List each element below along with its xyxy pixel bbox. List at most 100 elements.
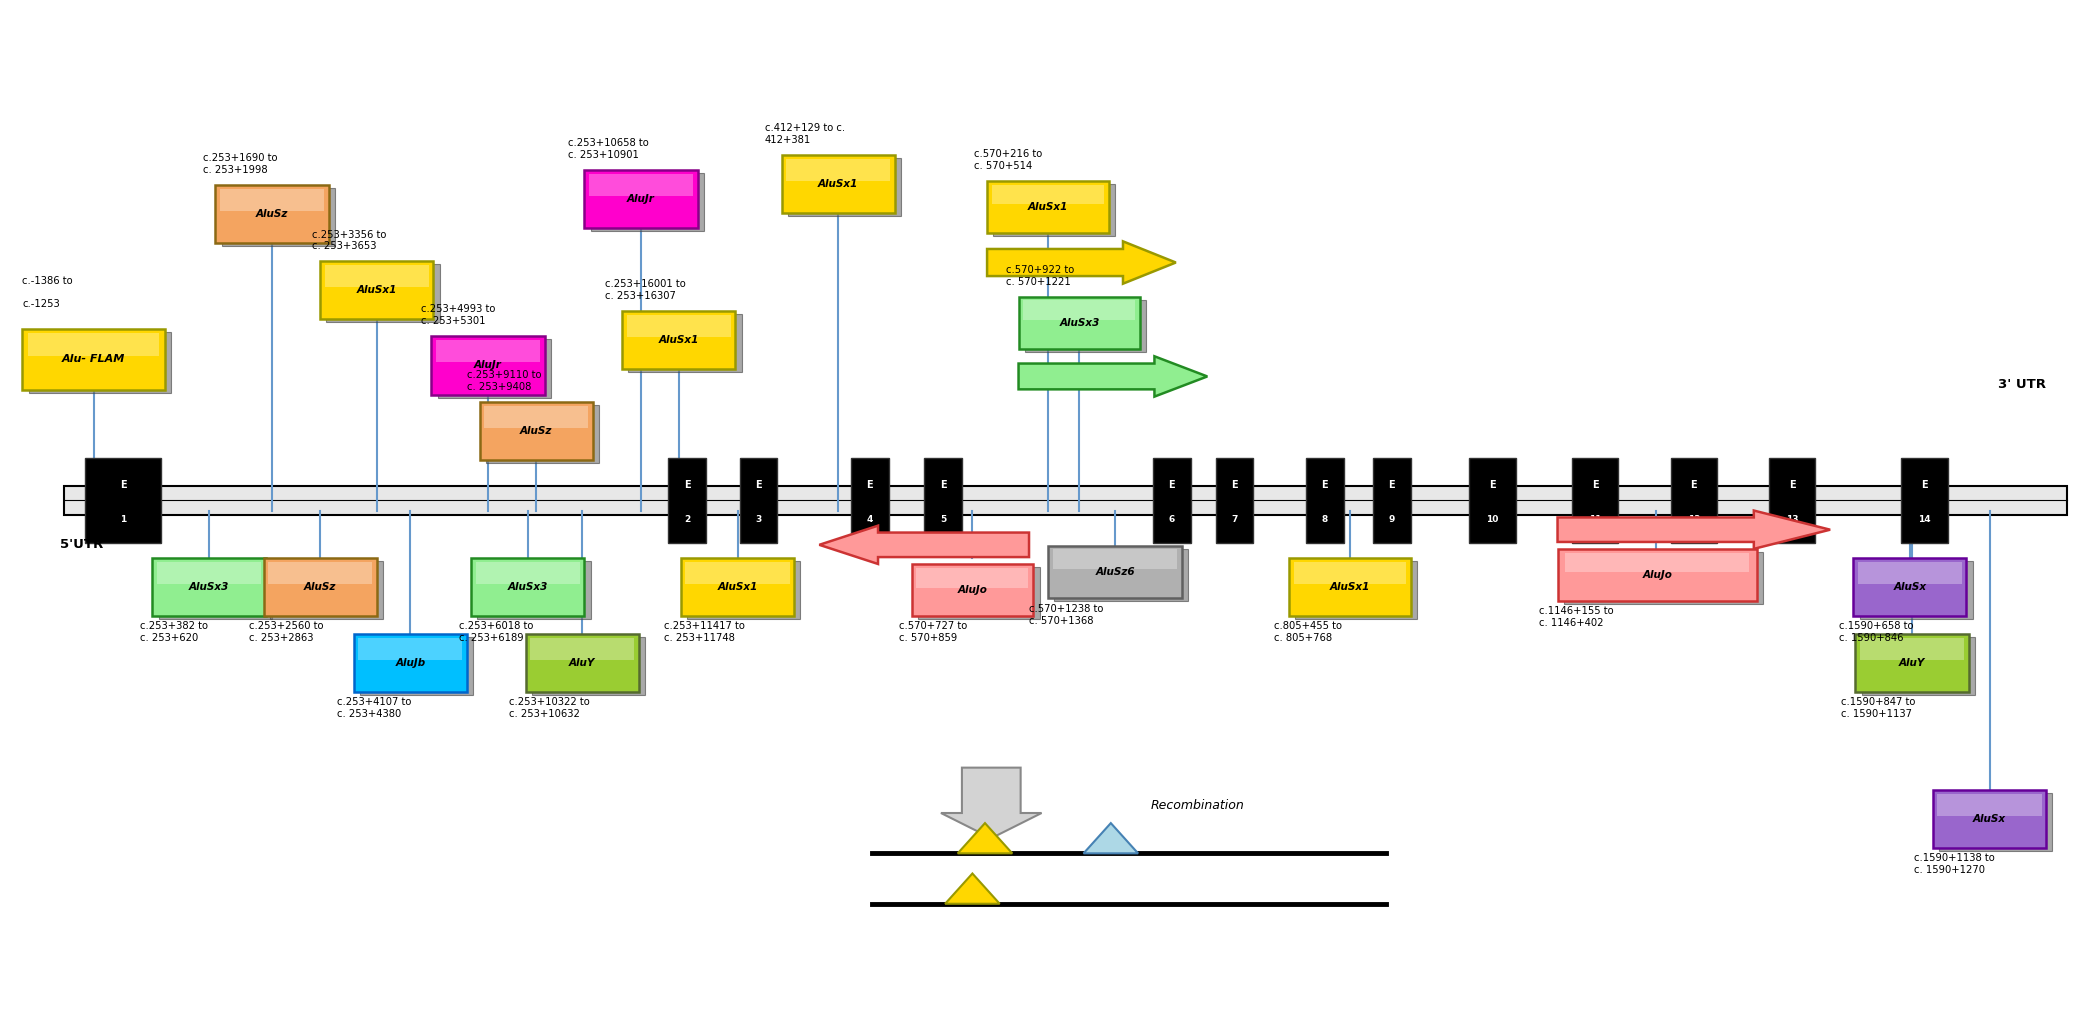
Text: 13: 13 <box>1787 515 1800 524</box>
Text: E: E <box>1922 480 1928 490</box>
FancyBboxPatch shape <box>987 181 1109 234</box>
FancyBboxPatch shape <box>1938 793 2052 851</box>
FancyBboxPatch shape <box>485 405 588 428</box>
FancyBboxPatch shape <box>991 185 1105 204</box>
Text: E: E <box>685 480 691 490</box>
Text: AluJr: AluJr <box>628 194 655 204</box>
FancyBboxPatch shape <box>584 170 697 228</box>
Text: E: E <box>756 480 762 490</box>
Text: c.253+10658 to
c. 253+10901: c.253+10658 to c. 253+10901 <box>567 139 649 160</box>
FancyBboxPatch shape <box>668 458 706 543</box>
FancyBboxPatch shape <box>531 637 645 695</box>
FancyBboxPatch shape <box>479 401 592 460</box>
FancyBboxPatch shape <box>29 332 172 392</box>
Text: Alu- FLAM: Alu- FLAM <box>63 354 126 364</box>
FancyBboxPatch shape <box>359 637 472 695</box>
FancyBboxPatch shape <box>1858 562 1961 584</box>
FancyBboxPatch shape <box>1770 458 1816 543</box>
FancyBboxPatch shape <box>687 561 800 620</box>
FancyBboxPatch shape <box>27 334 160 356</box>
Text: 9: 9 <box>1388 515 1394 524</box>
FancyBboxPatch shape <box>628 314 741 372</box>
FancyBboxPatch shape <box>1858 561 1972 620</box>
Text: 3: 3 <box>756 515 762 524</box>
Text: 3' UTR: 3' UTR <box>1997 378 2045 391</box>
Text: c.570+727 to
c. 570+859: c.570+727 to c. 570+859 <box>899 622 968 643</box>
Text: AluSx3: AluSx3 <box>1058 318 1100 328</box>
FancyBboxPatch shape <box>1216 458 1254 543</box>
FancyBboxPatch shape <box>269 561 382 620</box>
Text: 5'UTR: 5'UTR <box>61 538 103 551</box>
Text: AluSx1: AluSx1 <box>718 582 758 592</box>
FancyBboxPatch shape <box>1938 794 2041 816</box>
FancyBboxPatch shape <box>470 558 584 617</box>
FancyArrow shape <box>941 767 1042 838</box>
Text: 8: 8 <box>1321 515 1327 524</box>
FancyBboxPatch shape <box>1564 553 1749 572</box>
Polygon shape <box>1018 356 1208 396</box>
FancyBboxPatch shape <box>220 189 323 211</box>
Polygon shape <box>945 874 1000 904</box>
FancyBboxPatch shape <box>1306 458 1344 543</box>
Text: AluSx3: AluSx3 <box>508 582 548 592</box>
FancyBboxPatch shape <box>1023 300 1136 320</box>
FancyBboxPatch shape <box>590 173 704 232</box>
Text: c.253+9110 to
c. 253+9408: c.253+9110 to c. 253+9408 <box>466 370 542 391</box>
FancyBboxPatch shape <box>153 558 265 617</box>
Text: AluJb: AluJb <box>395 658 426 668</box>
Text: c.253+10322 to
c. 253+10632: c.253+10322 to c. 253+10632 <box>508 697 590 719</box>
FancyBboxPatch shape <box>160 561 271 620</box>
FancyBboxPatch shape <box>437 339 550 397</box>
Text: c.570+216 to
c. 570+514: c.570+216 to c. 570+514 <box>974 150 1044 171</box>
FancyBboxPatch shape <box>216 185 328 244</box>
FancyBboxPatch shape <box>86 458 162 543</box>
FancyBboxPatch shape <box>1289 558 1411 617</box>
FancyBboxPatch shape <box>680 558 794 617</box>
FancyBboxPatch shape <box>1294 562 1405 584</box>
FancyBboxPatch shape <box>1861 638 1964 660</box>
Text: 5: 5 <box>941 515 947 524</box>
Text: c.1590+1138 to
c. 1590+1270: c.1590+1138 to c. 1590+1270 <box>1913 853 1995 875</box>
FancyBboxPatch shape <box>785 159 890 181</box>
Text: AluSz: AluSz <box>304 582 336 592</box>
Text: AluSx1: AluSx1 <box>659 336 699 345</box>
Text: AluSx: AluSx <box>1894 582 1926 592</box>
Text: 7: 7 <box>1231 515 1237 524</box>
FancyBboxPatch shape <box>1854 634 1968 692</box>
Text: 1: 1 <box>120 515 126 524</box>
FancyBboxPatch shape <box>739 458 777 543</box>
Polygon shape <box>958 823 1012 853</box>
FancyBboxPatch shape <box>924 458 962 543</box>
Text: E: E <box>1789 480 1796 490</box>
FancyBboxPatch shape <box>1852 558 1966 617</box>
Text: Recombination: Recombination <box>1151 800 1245 813</box>
FancyBboxPatch shape <box>1932 790 2045 848</box>
Text: AluY: AluY <box>569 658 596 668</box>
Text: 12: 12 <box>1688 515 1701 524</box>
Text: AluSz: AluSz <box>256 209 288 219</box>
Text: E: E <box>867 480 874 490</box>
Text: E: E <box>1388 480 1394 490</box>
Polygon shape <box>987 242 1176 284</box>
FancyBboxPatch shape <box>1018 297 1140 349</box>
FancyBboxPatch shape <box>1470 458 1516 543</box>
Text: AluSz: AluSz <box>521 426 552 436</box>
FancyBboxPatch shape <box>626 315 731 338</box>
FancyBboxPatch shape <box>1025 300 1147 352</box>
FancyBboxPatch shape <box>269 562 372 584</box>
Text: c.1590+658 to
c. 1590+846: c.1590+658 to c. 1590+846 <box>1840 622 1913 643</box>
FancyBboxPatch shape <box>326 265 428 287</box>
FancyBboxPatch shape <box>1573 458 1619 543</box>
FancyBboxPatch shape <box>437 341 540 362</box>
Text: AluJo: AluJo <box>958 585 987 595</box>
FancyBboxPatch shape <box>485 404 598 463</box>
Text: 10: 10 <box>1487 515 1499 524</box>
FancyBboxPatch shape <box>622 311 735 369</box>
FancyBboxPatch shape <box>1048 546 1182 599</box>
FancyBboxPatch shape <box>918 567 1040 620</box>
FancyBboxPatch shape <box>788 158 901 216</box>
FancyBboxPatch shape <box>1672 458 1718 543</box>
Text: 4: 4 <box>867 515 874 524</box>
Text: c.253+2560 to
c. 253+2863: c.253+2560 to c. 253+2863 <box>250 622 323 643</box>
Text: E: E <box>1321 480 1327 490</box>
